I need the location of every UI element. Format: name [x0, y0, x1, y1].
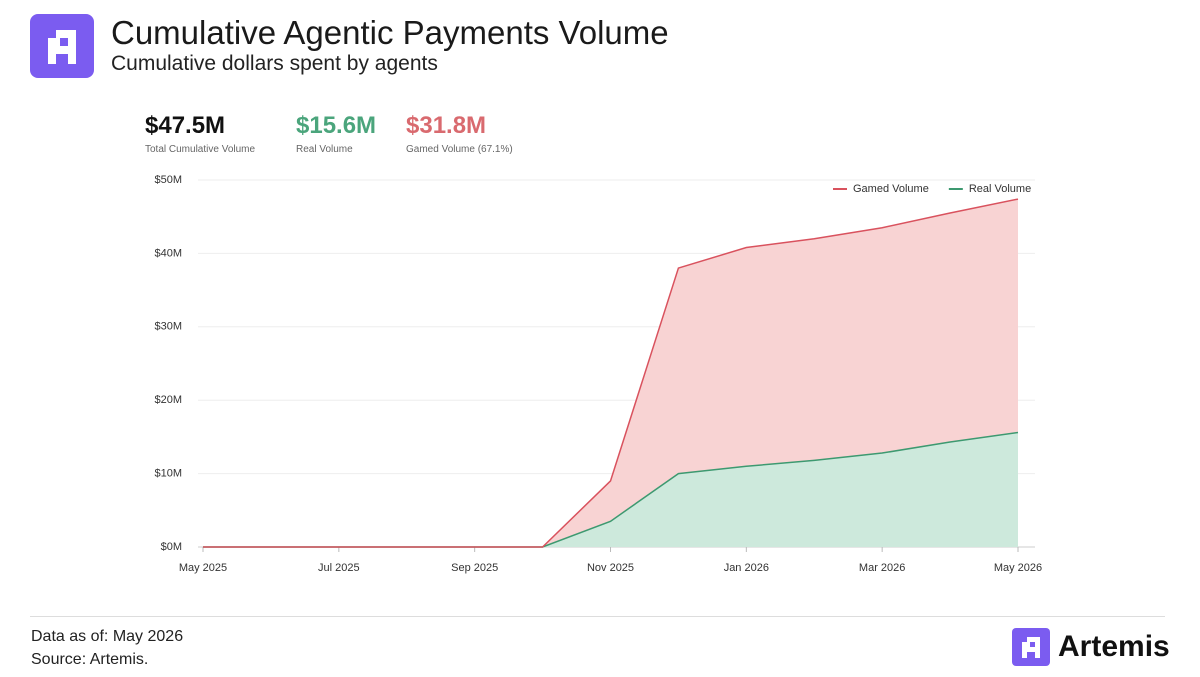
kpi-label: Total Cumulative Volume [145, 144, 256, 155]
title: Cumulative Agentic Payments Volume [111, 14, 669, 51]
kpi: $15.6M Real Volume [296, 112, 376, 155]
subtitle: Cumulative dollars spent by agents [111, 52, 438, 75]
chart: $0M $10M $20M $30M $40M $50M May 2025 Jul 2025 S… [154, 174, 1042, 574]
y-tick-label: $40M [154, 247, 182, 259]
source: Source: Artemis. [31, 651, 149, 668]
x-tick-label: May 2026 [994, 562, 1042, 574]
line [203, 198, 1019, 548]
kpi: $47.5M Total Cumulative Volume [145, 112, 255, 155]
divider [30, 616, 1165, 617]
y-tick-label: $0M [161, 541, 182, 553]
kpi-value: $15.6M [296, 112, 377, 139]
x-tick-label: Mar 2026 [859, 562, 905, 574]
logo [30, 14, 94, 78]
data-date: Data as of: May 2026 [31, 628, 184, 645]
legend-label: Real Volume [969, 183, 1031, 195]
kpi: $31.8M Gamed Volume (67.1%) [406, 112, 513, 155]
brand-logo [1012, 628, 1050, 666]
x-tick-label: Jan 2026 [724, 562, 769, 574]
kpi-value: $47.5M [145, 112, 226, 139]
x-tick-label: Nov 2025 [587, 562, 634, 574]
brand: Artemis [1058, 630, 1170, 663]
x-tick-label: May 2025 [179, 562, 227, 574]
kpi-label: Real Volume [296, 144, 353, 155]
y-tick-label: $50M [154, 174, 182, 186]
y-tick-label: $20M [154, 394, 182, 406]
legend-label: Gamed Volume [853, 183, 929, 195]
x-tick-label: Jul 2025 [318, 562, 360, 574]
y-tick-label: $30M [154, 321, 182, 333]
y-tick-label: $10M [154, 468, 182, 480]
kpi-label: Gamed Volume (67.1%) [406, 144, 513, 155]
x-tick-label: Sep 2025 [451, 562, 498, 574]
kpi-value: $31.8M [406, 112, 487, 139]
